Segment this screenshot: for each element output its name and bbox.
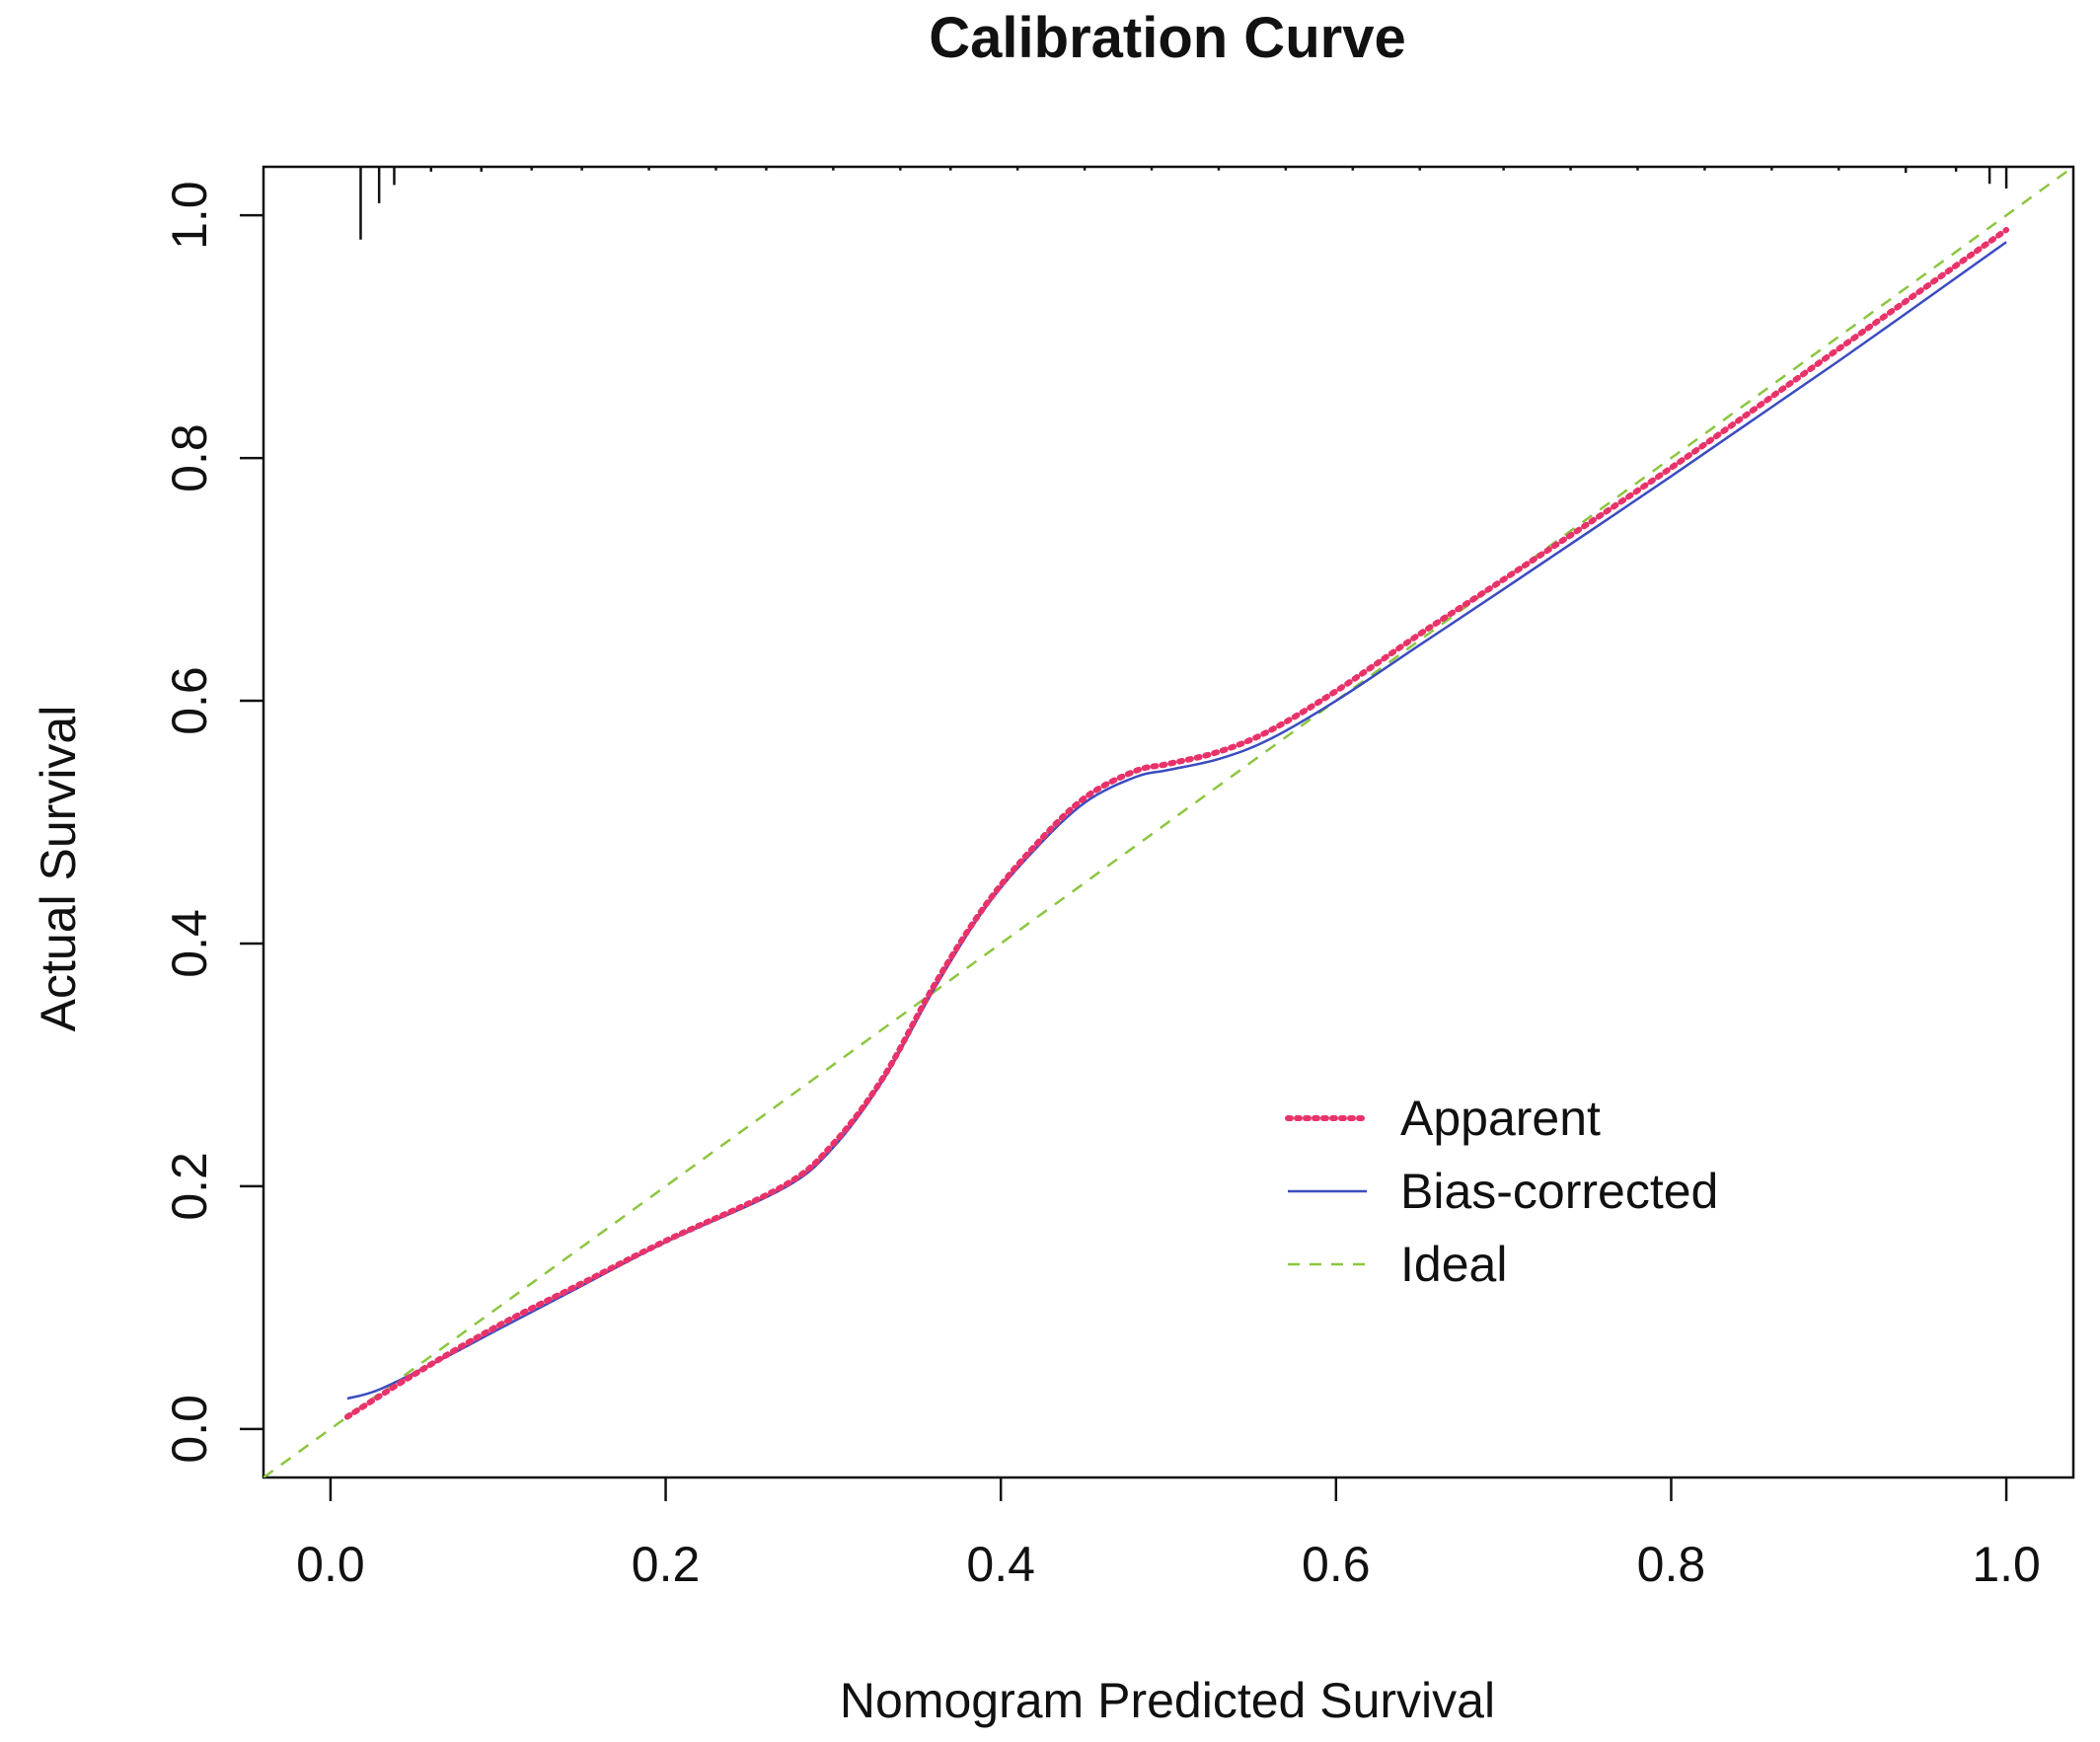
x-tick-label: 1.0 — [1972, 1537, 2041, 1592]
y-axis: 0.0 0.2 0.4 0.6 0.8 1.0 — [162, 181, 263, 1464]
y-axis-title: Actual Survival — [31, 706, 86, 1032]
legend-label: Ideal — [1400, 1237, 1507, 1292]
x-tick-label: 0.4 — [966, 1537, 1035, 1592]
x-tick-label: 0.8 — [1637, 1537, 1706, 1592]
x-tick-label: 0.6 — [1302, 1537, 1371, 1592]
y-tick-label: 0.6 — [162, 666, 217, 735]
series-line-apparent — [343, 226, 2010, 1420]
plot-frame — [262, 165, 2075, 1479]
y-tick-label: 1.0 — [162, 181, 217, 250]
y-tick-label: 0.4 — [162, 909, 217, 978]
legend-label: Bias-corrected — [1400, 1164, 1718, 1219]
x-axis-title: Nomogram Predicted Survival — [840, 1673, 1495, 1728]
x-tick-label: 0.2 — [632, 1537, 701, 1592]
plot-lines — [263, 167, 2073, 1477]
series-line-bias-corrected — [346, 241, 2007, 1401]
chart-title: Calibration Curve — [929, 6, 1405, 70]
y-tick-label: 0.2 — [162, 1152, 217, 1221]
x-tick-label: 0.0 — [296, 1537, 365, 1592]
legend-label: Apparent — [1400, 1091, 1601, 1146]
x-axis: 0.0 0.2 0.4 0.6 0.8 1.0 — [296, 1477, 2041, 1592]
legend: Apparent Bias-corrected Ideal — [1285, 1091, 1718, 1292]
rug-marks — [359, 167, 2008, 240]
y-tick-label: 0.0 — [162, 1395, 217, 1464]
y-tick-label: 0.8 — [162, 423, 217, 492]
series-line-ideal — [263, 167, 2073, 1477]
